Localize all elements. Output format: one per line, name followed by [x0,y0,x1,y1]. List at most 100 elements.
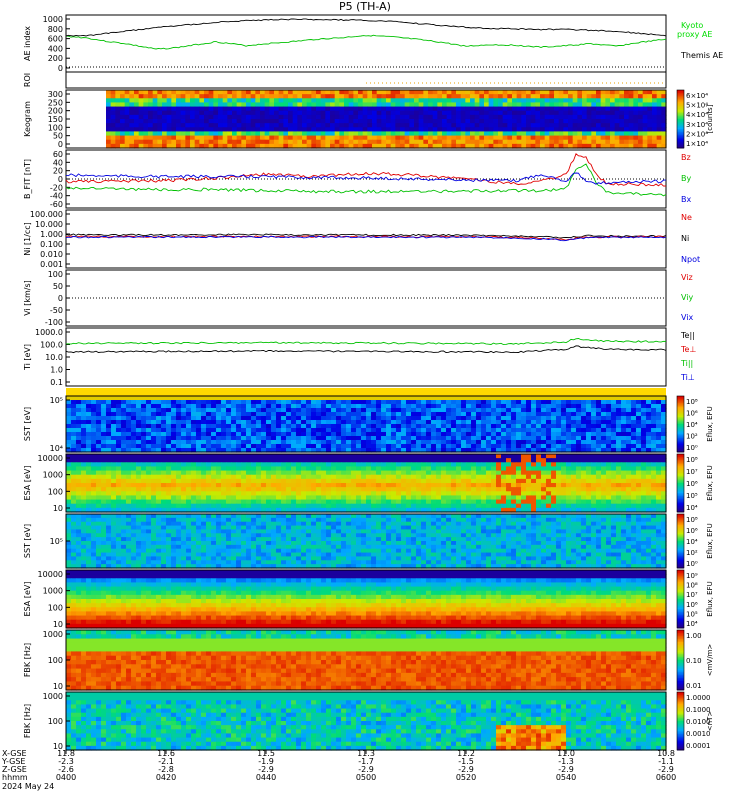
esa-ion-cell [541,458,547,463]
esa-ion-cell [231,454,237,459]
keogram-cell [437,111,442,116]
sst-ion-cell [526,440,532,445]
esa-ion-cell [596,491,602,496]
sst-ion-cell [176,428,182,433]
keogram-cell [269,94,274,99]
keogram-cell [414,131,419,136]
keogram-cell [442,123,447,128]
sst-ion-cell [576,416,582,421]
esa-ion-cell [416,458,422,463]
esa-ion-cell [631,495,637,500]
keogram-cell [199,127,204,132]
esa-ion-cell [366,462,372,467]
sst-ion-cell [111,428,117,433]
sst-ion-cell [541,432,547,437]
esa-ion-cell [141,479,147,484]
esa-ion-cell [366,495,372,500]
sst-ion-cell [486,408,492,413]
keogram-cell [325,115,330,120]
keogram-cell [577,98,582,103]
esa-ion-cell [136,454,142,459]
keogram-cell [391,127,396,132]
esa-ion-cell [616,495,622,500]
sst-ion-cell [281,428,287,433]
esa-ion-cell [71,454,77,459]
sst-ion-cell [226,416,232,421]
sst-ion-cell [316,396,322,401]
sst-ion-cell [456,420,462,425]
keogram-cell [395,102,400,107]
esa-ion-cell [556,471,562,476]
keogram-cell [503,102,508,107]
sst-ion-cell [431,404,437,409]
keogram-cell [629,98,634,103]
keogram-cell [479,127,484,132]
esa-ion-cell [521,479,527,484]
keogram-cell [311,98,316,103]
keogram-cell [517,90,522,95]
keogram-cell [190,107,195,112]
esa-ion-cell [66,491,72,496]
keogram-cell [386,131,391,136]
keogram-cell [139,107,144,112]
keogram-cell [615,127,620,132]
esa-ion-cell [146,466,152,471]
sst-ion-cell [106,404,112,409]
sst-ion-cell [601,412,607,417]
sst-ion-cell [631,440,637,445]
sst-ion-cell [231,400,237,405]
keogram-cell [185,90,190,95]
esa-ion-cell [131,458,137,463]
esa-ion-cell [571,454,577,459]
sst-ion-cell [646,432,652,437]
sst-ion-cell [211,436,217,441]
sst-ion-cell [491,444,497,449]
sst-ion-cell [191,400,197,405]
keogram-cell [307,98,312,103]
esa-ion-cell [416,487,422,492]
esa-ion-cell [301,483,307,488]
keogram-cell [400,94,405,99]
esa-ion-cell [186,454,192,459]
sst-ion-cell [406,416,412,421]
esa-ion-cell [361,454,367,459]
keogram-cell [176,90,181,95]
keogram-cell [381,127,386,132]
ti-ytick-label: 10.0 [45,353,63,362]
sst-ion-cell [551,404,557,409]
sst-ion-cell [96,428,102,433]
keogram-cell [475,94,480,99]
sst-ion-cell [421,420,427,425]
keogram-cell [437,127,442,132]
esa-ion-cell [341,500,347,505]
esa-ion-cell [286,487,292,492]
esa-ion-cell [591,483,597,488]
keogram-cell [176,136,181,141]
sst-ion-cell [291,416,297,421]
esa-ion-cell [271,491,277,496]
sst-ion-cell [581,444,587,449]
esa-ion-cell [346,454,352,459]
sst-ion-cell [316,416,322,421]
keogram-cell [325,102,330,107]
esa-ion-cell [226,487,232,492]
esa-ion-cell [176,487,182,492]
esa-ion-cell [581,483,587,488]
keogram-cell [633,102,638,107]
sst-ion-cell [146,400,152,405]
esa-ion-cell [466,487,472,492]
keogram-cell [274,127,279,132]
esa-ion-cell [596,471,602,476]
keogram-cell [395,90,400,95]
sst-ion-cell [376,412,382,417]
keogram-cell [540,111,545,116]
sst-ion-cell [526,400,532,405]
sst-ion-cell [246,428,252,433]
sst-ion-cell [511,432,517,437]
sst-ion-cell [466,404,472,409]
esa-ion-cell [436,458,442,463]
sst-ion-cell [356,440,362,445]
sst-ion-cell [601,404,607,409]
sst-ion-cell [401,432,407,437]
sst-ion-cell [181,432,187,437]
